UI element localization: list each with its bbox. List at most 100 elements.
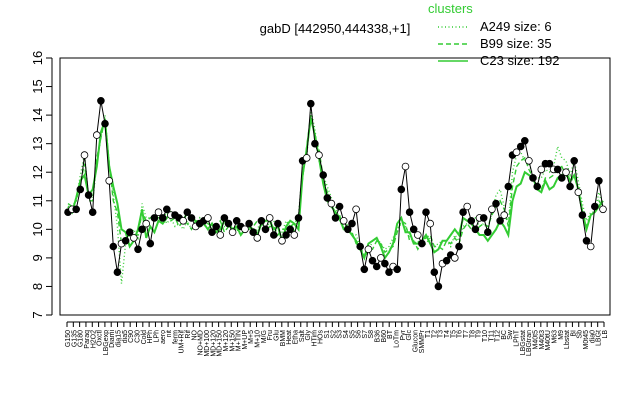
data-point — [331, 214, 340, 222]
data-point — [500, 211, 509, 219]
x-tick-label: Lbstat — [564, 330, 571, 349]
x-tick-label: S3 — [337, 330, 344, 339]
data-point — [352, 205, 360, 214]
data-point — [220, 214, 229, 222]
data-point — [146, 239, 155, 248]
data-point — [183, 208, 192, 217]
x-tick-label: G180 — [78, 330, 85, 347]
data-point — [253, 234, 262, 242]
plot-frame — [59, 57, 611, 316]
x-tick-label: Cold — [141, 330, 148, 345]
x-tick-label: T12 — [495, 330, 502, 342]
data-point — [348, 219, 356, 228]
data-point — [529, 174, 537, 182]
x-tick-label: M9 — [558, 330, 565, 340]
x-tick-label: Glucon — [412, 330, 419, 352]
x-tick-label: S6 — [356, 330, 363, 339]
data-point — [492, 199, 500, 208]
data-point — [101, 119, 109, 128]
data-point — [76, 185, 85, 194]
data-point — [372, 262, 381, 271]
x-tick-label: NO+MD — [198, 330, 205, 355]
x-tick-label: dia0 — [589, 330, 596, 343]
data-point — [302, 154, 311, 162]
data-point — [311, 139, 319, 148]
x-tick-label: Paraq — [84, 330, 91, 349]
y-tick-label: 13 — [30, 136, 45, 150]
x-tick-label: G150 — [65, 330, 72, 347]
x-tick-label: T4 — [444, 330, 451, 338]
data-point — [269, 231, 278, 239]
data-point — [158, 214, 167, 222]
data-point — [265, 214, 274, 222]
x-tick-label: BI — [570, 330, 577, 337]
data-point — [93, 131, 101, 139]
x-tick-label: MD+150 — [217, 330, 224, 357]
data-point — [467, 217, 476, 225]
data-point — [545, 159, 554, 168]
data-point — [520, 137, 529, 145]
x-tick-label: M40t5 — [533, 330, 540, 350]
data-point — [306, 99, 315, 108]
x-tick-label: Sw — [507, 329, 514, 340]
data-point — [442, 256, 451, 265]
x-tick-label: S7 — [362, 330, 369, 339]
legend-label: B99 size: 35 — [480, 36, 552, 51]
x-tick-label: M+TIN — [236, 330, 243, 351]
data-point — [274, 219, 282, 228]
data-point — [356, 242, 365, 251]
data-point — [339, 217, 348, 225]
data-point — [232, 217, 241, 225]
x-tick-label: HOs — [318, 330, 325, 345]
data-point — [130, 234, 138, 242]
data-point — [212, 222, 221, 231]
data-point — [282, 231, 290, 239]
y-tick-label: 12 — [30, 165, 45, 179]
x-tick-label: M+UP — [242, 330, 249, 350]
data-point — [261, 225, 270, 234]
y-tick-label: 11 — [30, 194, 45, 208]
data-point — [397, 185, 406, 194]
x-tick-label: Rif — [185, 330, 192, 339]
x-tick-label: BC — [501, 330, 508, 340]
legend: clusters A249 size: 6 B99 size: 35 C23 siz… — [428, 1, 560, 68]
x-axis: G150 G135 G180 Paraq H2O2 Oxctl LBGexp Diami dia… — [65, 321, 609, 357]
y-tick-label: 16 — [30, 51, 45, 65]
data-point — [294, 214, 303, 222]
x-tick-label: dia5 — [122, 330, 129, 343]
data-point — [315, 151, 323, 159]
x-tick-label: LBGt — [596, 330, 603, 346]
data-point — [204, 214, 212, 222]
data-point — [138, 225, 146, 234]
data-point — [224, 219, 233, 228]
x-tick-label: M+5 — [248, 330, 255, 344]
x-tick-label: nit — [166, 330, 173, 337]
x-tick-label: LBGstat — [520, 330, 527, 355]
x-tick-label: Pyr — [400, 329, 407, 340]
x-tick-label: BT — [387, 329, 394, 339]
x-tick-label: dia15 — [116, 330, 123, 347]
series-layer — [64, 97, 607, 291]
chart-title: gabD [442950,444338,+1] — [260, 21, 411, 36]
x-tick-label: Salt — [299, 330, 306, 342]
x-tick-label: T5 — [450, 330, 457, 338]
data-point — [586, 242, 595, 251]
data-point — [105, 177, 113, 185]
x-tick-label: T10 — [482, 330, 489, 342]
data-point — [290, 231, 299, 239]
plot-border — [59, 57, 611, 316]
y-tick-label: 15 — [30, 79, 45, 93]
x-tick-label: S5 — [349, 330, 356, 339]
data-point — [504, 182, 513, 191]
data-point — [393, 265, 402, 274]
x-tick-label: G135 — [71, 330, 78, 347]
data-point — [319, 171, 328, 179]
data-point — [516, 142, 525, 151]
data-point — [376, 254, 385, 262]
data-point — [599, 205, 607, 214]
legend-title: clusters — [428, 1, 473, 16]
x-tick-label: T7 — [463, 330, 470, 338]
x-tick-label: NO — [191, 329, 198, 340]
x-tick-label: Oxctl — [97, 330, 104, 346]
